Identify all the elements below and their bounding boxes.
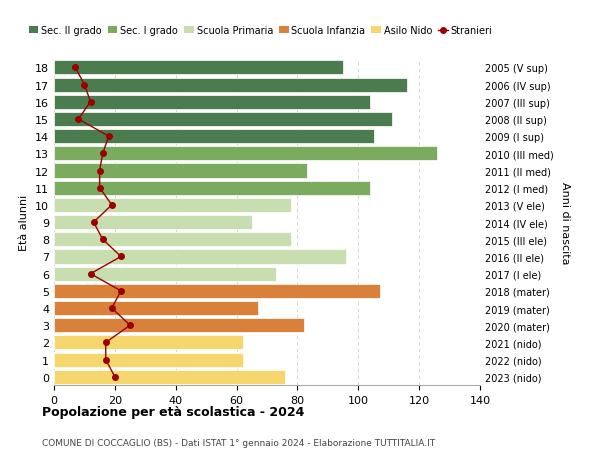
Bar: [54, 284, 380, 298]
Bar: [54, 164, 307, 178]
Bar: [54, 198, 292, 213]
Bar: [54, 147, 437, 161]
Bar: [54, 61, 343, 75]
Bar: [54, 250, 346, 264]
Text: COMUNE DI COCCAGLIO (BS) - Dati ISTAT 1° gennaio 2024 - Elaborazione TUTTITALIA.: COMUNE DI COCCAGLIO (BS) - Dati ISTAT 1°…: [42, 438, 435, 447]
Y-axis label: Anni di nascita: Anni di nascita: [560, 181, 570, 264]
Bar: [54, 78, 407, 92]
Bar: [54, 336, 242, 350]
Bar: [54, 181, 370, 196]
Bar: [54, 370, 285, 384]
Bar: [54, 302, 258, 315]
Legend: Sec. II grado, Sec. I grado, Scuola Primaria, Scuola Infanzia, Asilo Nido, Stran: Sec. II grado, Sec. I grado, Scuola Prim…: [25, 22, 496, 40]
Bar: [54, 130, 373, 144]
Y-axis label: Età alunni: Età alunni: [19, 195, 29, 251]
Bar: [54, 95, 370, 110]
Text: Popolazione per età scolastica - 2024: Popolazione per età scolastica - 2024: [42, 405, 304, 419]
Bar: [54, 233, 292, 247]
Bar: [54, 216, 252, 230]
Bar: [54, 112, 392, 127]
Bar: [54, 267, 276, 281]
Bar: [54, 353, 242, 367]
Bar: [54, 319, 304, 333]
